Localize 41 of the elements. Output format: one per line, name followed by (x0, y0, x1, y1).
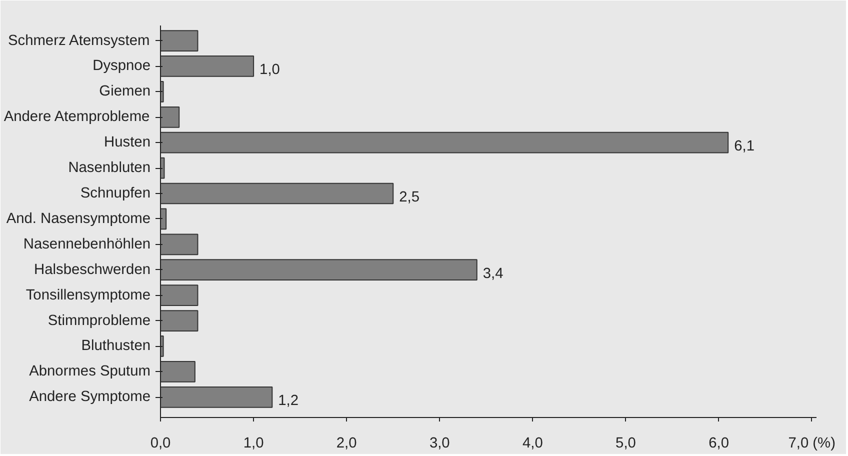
bar (160, 81, 164, 102)
x-tick-label: 3,0 (429, 436, 450, 452)
y-tick-label: Giemen (99, 84, 151, 100)
y-tick-label: Andere Symptome (29, 389, 151, 406)
y-tick-label: Schnupfen (80, 186, 151, 202)
y-tick-label: Schmerz Atemsystem (8, 32, 150, 49)
data-label: 6,1 (734, 138, 754, 155)
bar (160, 106, 180, 128)
x-tick-label: 2,0 (336, 436, 357, 452)
bar (160, 132, 729, 154)
bar (160, 30, 198, 52)
y-tick-label: Abnormes Sputum (29, 364, 151, 380)
y-tick-label: Bluthusten (81, 338, 151, 354)
x-tick-label: 4,0 (522, 436, 543, 452)
y-tick-label: Andere Atemprobleme (4, 109, 150, 126)
y-tick-label: Nasennebenhöhlen (23, 236, 151, 252)
y-tick-label: Stimmprobleme (48, 312, 151, 329)
y-tick-label: Halsbeschwerden (34, 262, 150, 278)
y-tick-label: Dyspnoe (92, 58, 151, 74)
x-tick-label: 0,0 (150, 436, 171, 452)
data-label: 2,5 (399, 190, 420, 206)
x-tick-label: 6,0 (708, 436, 729, 452)
bar (160, 310, 198, 332)
y-tick-label: Husten (104, 134, 151, 151)
y-tick-label: Nasenbluten (68, 160, 151, 176)
data-label: 1,0 (260, 62, 280, 78)
x-tick-label: 1,0 (243, 436, 264, 452)
bar (160, 336, 164, 357)
bar (160, 361, 196, 382)
x-tick-label: 7,0 (%) (788, 436, 836, 452)
y-tick-label: Tonsillensymptome (26, 287, 151, 304)
data-label: 3,4 (482, 266, 504, 282)
bar (160, 284, 198, 306)
data-label: 1,2 (278, 393, 299, 410)
bar (160, 259, 478, 281)
bar (160, 182, 394, 204)
y-tick-label: And. Nasensymptome (6, 210, 150, 227)
bar (160, 234, 198, 256)
x-tick-label: 5,0 (616, 436, 636, 452)
bar (160, 386, 273, 408)
bar (160, 56, 254, 77)
